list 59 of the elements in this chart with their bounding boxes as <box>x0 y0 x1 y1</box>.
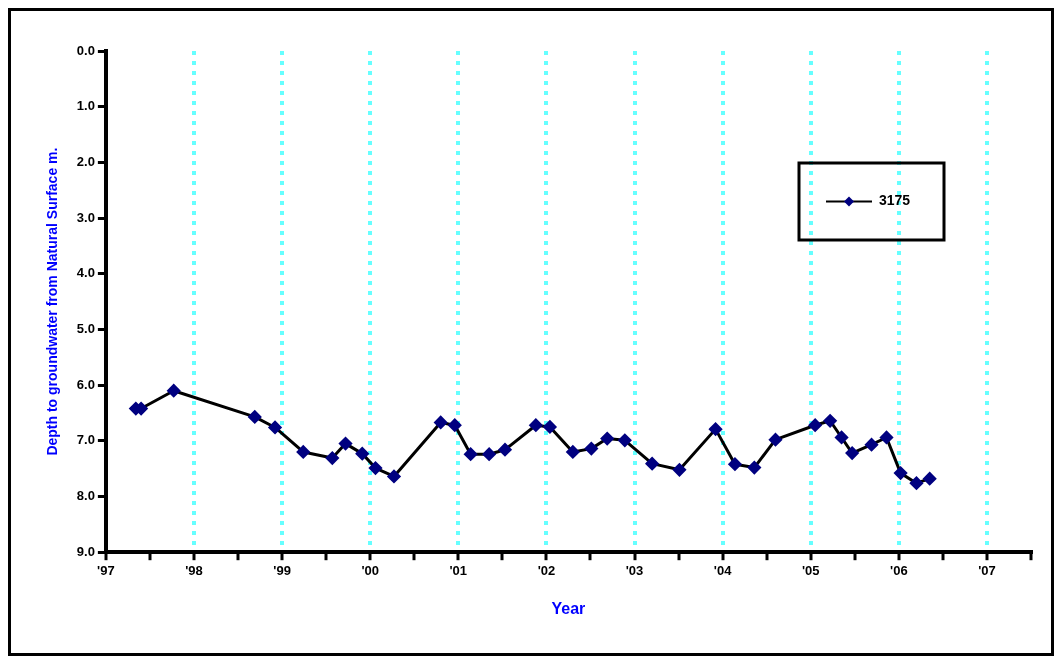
point <box>618 433 632 447</box>
y-tick-label: 7.0 <box>76 432 95 448</box>
point <box>709 422 723 436</box>
point <box>248 410 262 424</box>
point <box>434 415 448 429</box>
y-tick-label: 5.0 <box>76 321 95 337</box>
y-tick-label: 9.0 <box>76 543 95 559</box>
x-tick-label: '03 <box>625 562 644 578</box>
point <box>747 461 761 475</box>
y-tick-label: 3.0 <box>76 209 95 225</box>
y-tick-label: 4.0 <box>76 265 95 281</box>
point <box>464 447 478 461</box>
point <box>566 445 580 459</box>
y-axis-title: Depth to groundwater from Natural Surface m. <box>44 147 61 456</box>
x-axis-title: Year <box>551 599 586 617</box>
x-tick-label: '01 <box>449 562 468 578</box>
point <box>498 443 512 457</box>
x-tick-label: '06 <box>890 562 908 578</box>
x-tick-label: '07 <box>978 562 996 578</box>
x-tick-label: '02 <box>537 562 556 578</box>
point <box>543 420 557 434</box>
point <box>845 446 859 460</box>
point <box>645 457 659 471</box>
point <box>268 420 282 434</box>
legend-label: 3175 <box>879 192 911 209</box>
point <box>584 442 598 456</box>
point <box>600 432 614 446</box>
point <box>880 430 893 444</box>
y-tick-label: 2.0 <box>76 153 95 169</box>
point <box>808 418 822 432</box>
x-tick-label: '97 <box>97 562 115 578</box>
point <box>909 476 923 490</box>
x-tick-label: '98 <box>185 562 203 578</box>
x-tick-label: '04 <box>713 562 733 578</box>
point <box>368 461 382 475</box>
x-tick-label: '00 <box>361 562 379 578</box>
point <box>482 447 496 461</box>
point <box>672 463 686 477</box>
point <box>923 472 937 486</box>
point <box>894 466 908 480</box>
point <box>768 433 782 447</box>
point <box>167 384 181 398</box>
x-tick-label: '05 <box>801 562 820 578</box>
point <box>448 418 462 432</box>
point <box>728 457 742 471</box>
point <box>835 430 849 444</box>
x-tick-label: '99 <box>273 562 291 578</box>
point <box>325 451 339 465</box>
y-tick-label: 6.0 <box>76 376 95 392</box>
point <box>339 437 353 451</box>
y-tick-label: 0.0 <box>76 42 95 58</box>
point <box>387 469 401 483</box>
point <box>823 414 837 428</box>
y-tick-label: 1.0 <box>76 98 95 114</box>
point <box>865 438 879 452</box>
y-tick-label: 8.0 <box>76 488 95 504</box>
point <box>296 445 310 459</box>
point <box>529 418 543 432</box>
point <box>355 447 369 461</box>
